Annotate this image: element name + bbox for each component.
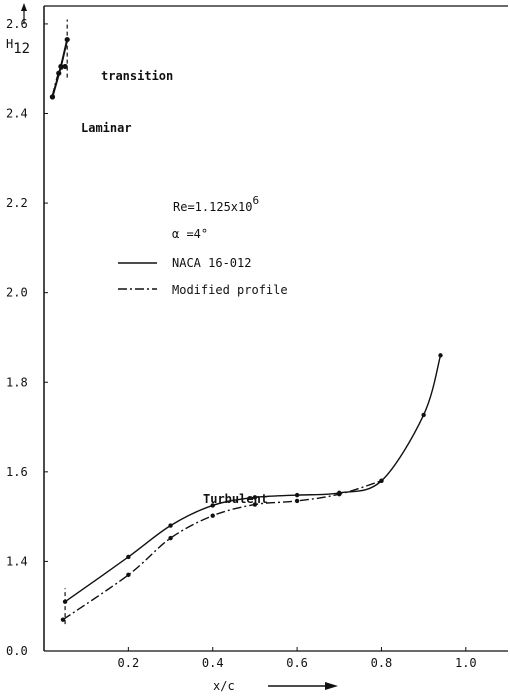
y-tick-label: 2.6 [6, 17, 28, 31]
y-ticks: 0.0 1.4 1.6 1.8 2.0 2.2 2.4 2.6 [6, 17, 48, 658]
x-tick-label: 0.6 [286, 656, 308, 670]
annotation-turbulent: Turbulent [203, 492, 268, 506]
data-point [60, 617, 66, 622]
y-tick-label: 2.2 [6, 196, 28, 210]
y-tick-label: 1.6 [6, 465, 28, 479]
data-point [337, 492, 342, 497]
annotation-laminar: Laminar [81, 121, 132, 135]
data-point [210, 513, 215, 518]
y-tick-label: 2.4 [6, 107, 28, 121]
y-axis-arrowhead [21, 3, 27, 11]
data-point [168, 523, 173, 528]
x-axis-label: x/c [213, 679, 235, 693]
y-tick-label: 2.0 [6, 286, 28, 300]
data-point [126, 572, 131, 578]
data-point [379, 478, 384, 483]
data-point [438, 353, 443, 358]
data-point [126, 554, 131, 560]
data-point [252, 495, 258, 500]
data-point [210, 503, 215, 508]
data-point [168, 535, 173, 541]
series-0-turbulent-line [64, 355, 442, 603]
annotation-transition: transition [101, 69, 173, 83]
legend-reynolds: Re=1.125x106 [173, 194, 259, 214]
x-axis-arrowhead [325, 682, 338, 690]
y-tick-label: 1.4 [6, 554, 28, 568]
plot-area [49, 19, 443, 625]
legend-entry-naca: NACA 16-012 [172, 256, 251, 270]
y-tick-label: 1.8 [6, 375, 28, 389]
y-tick-label: 0.0 [6, 644, 28, 658]
x-tick-label: 0.8 [371, 656, 393, 670]
axes [21, 3, 508, 652]
legend: Re=1.125x106 α =4° NACA 16-012 Modified … [118, 194, 288, 297]
data-point [252, 502, 258, 507]
data-point [294, 498, 300, 504]
data-point [62, 63, 68, 70]
x-ticks: 0.2 0.4 0.6 0.8 1.0 [118, 647, 477, 670]
data-point [294, 492, 300, 498]
data-point [421, 412, 426, 418]
x-tick-label: 0.4 [202, 656, 224, 670]
data-point [56, 70, 62, 76]
legend-entry-modified: Modified profile [172, 283, 288, 297]
legend-alpha: α =4° [172, 227, 208, 241]
y-axis-label: H12 [6, 37, 30, 57]
data-point [49, 94, 56, 100]
x-tick-label: 0.2 [118, 656, 140, 670]
x-tick-label: 1.0 [455, 656, 477, 670]
series-1-turbulent-line [62, 480, 382, 621]
